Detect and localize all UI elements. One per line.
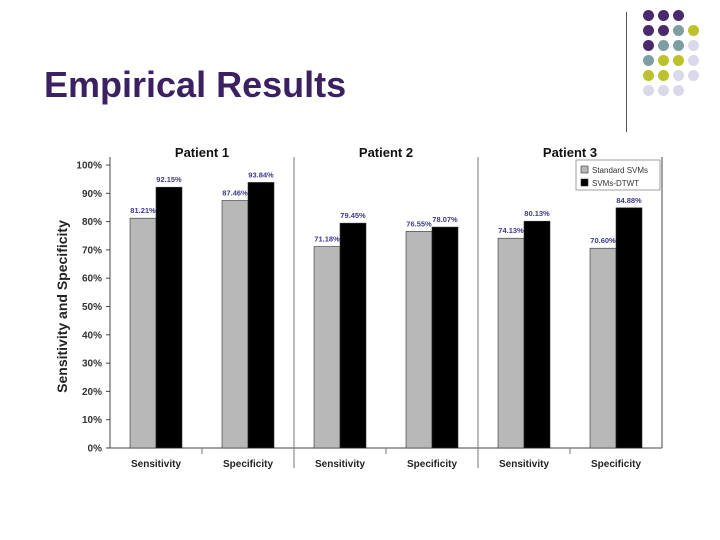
bar-standard-svms — [129, 217, 157, 449]
decor-dot — [643, 40, 654, 51]
decor-dot — [643, 55, 654, 66]
decor-dot — [658, 85, 669, 96]
bar-standard-svms — [405, 231, 433, 449]
y-tick-label: 70% — [82, 245, 102, 256]
decor-dot — [658, 40, 669, 51]
x-category-label: Specificity — [407, 459, 457, 470]
data-label: 78.07% — [432, 215, 458, 224]
bar-svms-dtwt — [431, 226, 459, 449]
data-label: 76.55% — [406, 219, 432, 228]
legend-swatch — [580, 165, 589, 174]
decor-dot — [658, 25, 669, 36]
legend-label: Standard SVMs — [592, 166, 648, 175]
y-tick-label: 50% — [82, 302, 102, 313]
decor-dot — [673, 25, 684, 36]
data-label: 81.21% — [130, 206, 156, 215]
decor-dot — [658, 10, 669, 21]
y-tick-label: 80% — [82, 217, 102, 228]
y-tick-label: 10% — [82, 415, 102, 426]
decor-dot — [673, 40, 684, 51]
decor-dot — [673, 10, 684, 21]
y-tick-label: 90% — [82, 189, 102, 200]
data-label: 84.88% — [616, 196, 642, 205]
data-label: 71.18% — [314, 235, 340, 244]
decor-dot — [688, 70, 699, 81]
bar-svms-dtwt — [247, 182, 275, 449]
decor-dot — [688, 55, 699, 66]
y-tick-label: 0% — [88, 444, 103, 455]
y-tick-label: 20% — [82, 387, 102, 398]
decor-dot — [643, 25, 654, 36]
decor-dot — [658, 55, 669, 66]
x-category-label: Sensitivity — [131, 459, 181, 470]
x-category-label: Specificity — [223, 459, 273, 470]
x-category-label: Sensitivity — [315, 459, 365, 470]
bar-standard-svms — [221, 200, 249, 449]
data-label: 80.13% — [524, 209, 550, 218]
y-axis-label: Sensitivity and Specificity — [54, 220, 70, 393]
data-label: 87.46% — [222, 188, 248, 197]
legend-swatch — [580, 178, 589, 187]
bar-standard-svms — [313, 246, 341, 449]
data-label: 74.13% — [498, 226, 524, 235]
x-category-label: Sensitivity — [499, 459, 549, 470]
group-title: Patient 2 — [359, 145, 413, 160]
bar-standard-svms — [589, 247, 617, 449]
decor-dot — [688, 25, 699, 36]
y-tick-label: 30% — [82, 359, 102, 370]
y-tick-label: 100% — [76, 161, 102, 172]
bar-svms-dtwt — [615, 207, 643, 449]
decor-dot — [643, 10, 654, 21]
data-label: 70.60% — [590, 236, 616, 245]
bar-svms-dtwt — [155, 186, 183, 449]
decor-dot — [673, 85, 684, 96]
decor-dot — [673, 70, 684, 81]
decor-dot — [643, 85, 654, 96]
y-tick-label: 60% — [82, 274, 102, 285]
decor-dot — [688, 40, 699, 51]
x-category-label: Specificity — [591, 459, 641, 470]
bar-standard-svms — [497, 237, 525, 449]
data-label: 79.45% — [340, 211, 366, 220]
bar-svms-dtwt — [339, 222, 367, 449]
decorative-dot-grid — [640, 10, 720, 120]
decor-dot — [658, 70, 669, 81]
data-label: 93.84% — [248, 170, 274, 179]
decor-dot — [643, 70, 654, 81]
y-tick-label: 40% — [82, 330, 102, 341]
title-divider-line — [626, 12, 627, 132]
slide-title: Empirical Results — [44, 64, 347, 105]
legend-label: SVMs-DTWT — [592, 179, 639, 188]
bar-svms-dtwt — [523, 220, 551, 449]
legend-box — [575, 159, 661, 191]
group-title: Patient 1 — [175, 145, 229, 160]
decor-dot — [673, 55, 684, 66]
data-label: 92.15% — [156, 175, 182, 184]
group-title: Patient 3 — [543, 145, 597, 160]
